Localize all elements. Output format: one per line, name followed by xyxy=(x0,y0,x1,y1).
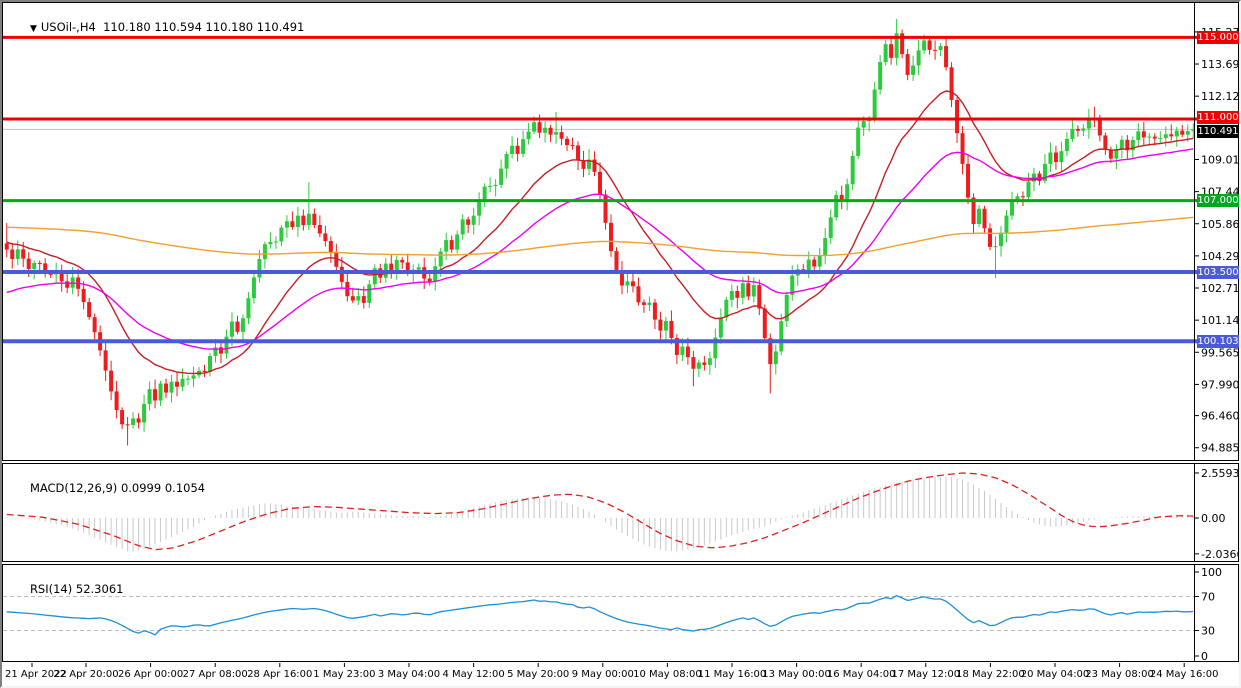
price-axis-tick-label: 100 xyxy=(1201,566,1222,579)
symbol-dropdown-icon[interactable]: ▼ xyxy=(29,24,37,34)
time-axis-label: 22 Apr 20:00 xyxy=(53,669,119,680)
macd-histogram xyxy=(6,476,1194,552)
ohlc-open: 110.180 xyxy=(103,20,151,34)
time-axis-label: 23 May 08:00 xyxy=(1085,669,1154,680)
price-level-label-107.000: 107.000 xyxy=(1197,194,1239,208)
time-axis-label: 9 May 00:00 xyxy=(571,669,634,680)
price-axis-tick-label: 94.885 xyxy=(1201,442,1239,455)
price-axis-tick-label: 96.460 xyxy=(1201,410,1239,423)
rsi-indicator-label: RSI(14) 52.3061 xyxy=(8,568,124,610)
macd-indicator-label: MACD(12,26,9) 0.0999 0.1054 xyxy=(8,467,205,509)
macd-signal-value: 0.1054 xyxy=(164,481,206,495)
time-axis-label: 16 May 04:00 xyxy=(826,669,896,680)
time-axis-label: 5 May 20:00 xyxy=(507,669,570,680)
ohlc-close: 110.491 xyxy=(256,20,305,34)
time-axis-label: 27 Apr 08:00 xyxy=(182,669,248,680)
time-axis-label: 4 May 12:00 xyxy=(442,669,505,680)
macd-signal-line xyxy=(6,472,1194,551)
rsi-pane-canvas[interactable]: 100 70 30 0 xyxy=(2,564,1239,662)
price-axis-tick-label: 30 xyxy=(1201,625,1215,638)
rsi-line xyxy=(6,594,1194,636)
price-level-label-103.500: 103.500 xyxy=(1197,265,1239,279)
symbol-period-label: USOil-,H4 xyxy=(40,20,96,34)
ma-medium-line xyxy=(6,148,1194,351)
price-axis-tick-label: 2.5593 xyxy=(1201,467,1239,480)
macd-value: 0.0999 xyxy=(120,481,162,495)
price-axis-tick-label: 70 xyxy=(1201,591,1215,604)
price-axis-tick-label: 102.715 xyxy=(1201,282,1239,295)
time-axis-canvas xyxy=(31,663,1185,667)
pane-border xyxy=(2,463,1239,562)
price-level-label-111.000: 111.000 xyxy=(1197,111,1239,124)
time-axis-label: 17 May 12:00 xyxy=(891,669,961,680)
macd-pane-canvas[interactable]: 2.5593 0.00 -2.0366 xyxy=(2,463,1239,562)
rsi-value: 52.3061 xyxy=(75,582,124,596)
time-axis-label: 10 May 08:00 xyxy=(633,669,702,680)
rsi-name: RSI(14) xyxy=(29,582,73,596)
ma-slow-line xyxy=(6,216,1194,257)
current-price-label: 110.491 xyxy=(1197,125,1239,139)
price-axis-tick-label: 112.120 xyxy=(1201,90,1239,103)
time-axis-label: 21 Apr 2022 xyxy=(5,669,67,680)
price-axis-tick-label: 113.695 xyxy=(1201,58,1239,71)
price-axis-tick-label: -2.0366 xyxy=(1201,548,1239,561)
time-axis-label: 3 May 04:00 xyxy=(377,669,441,680)
candlesticks-layer xyxy=(4,19,1196,446)
time-axis-label: 1 May 23:00 xyxy=(313,669,376,680)
time-axis-label: 13 May 00:00 xyxy=(762,669,831,680)
time-axis-label: 28 Apr 16:00 xyxy=(247,669,313,680)
price-axis-tick-label: 97.990 xyxy=(1201,378,1239,391)
time-axis-label: 11 May 16:00 xyxy=(697,669,767,680)
time-axis-label: 18 May 22:00 xyxy=(956,669,1025,680)
price-axis-tick-label: 0 xyxy=(1201,650,1208,662)
ohlc-low: 110.180 xyxy=(205,20,254,34)
price-axis-tick-label: 0.00 xyxy=(1201,512,1226,525)
ohlc-high: 110.594 xyxy=(154,20,202,34)
time-axis-label: 24 May 16:00 xyxy=(1149,669,1219,680)
price-pane-canvas[interactable]: 115.270113.695112.120109.015107.440105.8… xyxy=(2,2,1239,461)
time-axis-label: 26 Apr 00:00 xyxy=(117,669,184,680)
price-axis-tick-label: 105.865 xyxy=(1201,218,1239,231)
price-level-label-115.000: 115.000 xyxy=(1197,30,1239,44)
macd-name: MACD(12,26,9) xyxy=(29,481,118,495)
price-level-label-100.103: 100.103 xyxy=(1197,334,1239,348)
ma-fast-line xyxy=(6,90,1194,375)
chart-title: ▼ USOil-,H4 110.180 110.594 110.180 110.4… xyxy=(8,6,304,48)
price-axis-tick-label: 104.290 xyxy=(1201,250,1239,263)
price-axis-tick-label: 101.140 xyxy=(1201,314,1239,327)
pane-border xyxy=(2,564,1239,662)
pane-border xyxy=(2,2,1239,461)
price-axis-tick-label: 99.565 xyxy=(1201,346,1239,359)
time-axis[interactable]: 21 Apr 2022 22 Apr 20:00 26 Apr 00:00 27 Ap… xyxy=(2,663,1239,686)
time-axis-label: 20 May 04:00 xyxy=(1020,669,1090,680)
price-axis-tick-label: 109.015 xyxy=(1201,153,1239,166)
